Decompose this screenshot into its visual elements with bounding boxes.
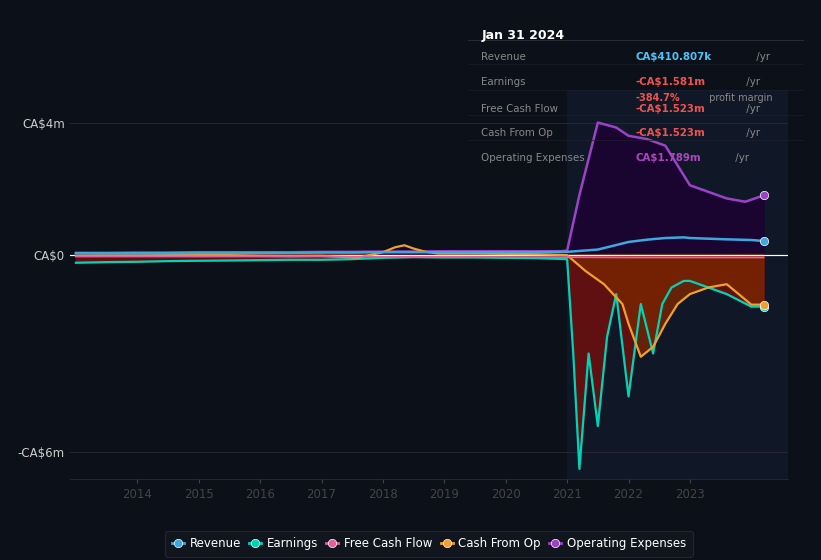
Text: Earnings: Earnings — [481, 77, 526, 87]
Text: /yr: /yr — [732, 153, 749, 163]
Text: Revenue: Revenue — [481, 53, 526, 62]
Text: -CA$1.523m: -CA$1.523m — [635, 104, 705, 114]
Text: -384.7%: -384.7% — [635, 93, 680, 102]
Text: CA$410.807k: CA$410.807k — [635, 53, 712, 62]
Text: /yr: /yr — [743, 128, 759, 138]
Text: CA$1.789m: CA$1.789m — [635, 153, 701, 163]
Text: /yr: /yr — [743, 77, 759, 87]
Text: -CA$1.523m: -CA$1.523m — [635, 128, 705, 138]
Bar — [70, 90, 567, 479]
Text: /yr: /yr — [743, 104, 759, 114]
Text: -CA$1.581m: -CA$1.581m — [635, 77, 705, 87]
Text: Operating Expenses: Operating Expenses — [481, 153, 585, 163]
Text: Free Cash Flow: Free Cash Flow — [481, 104, 558, 114]
Text: /yr: /yr — [754, 53, 770, 62]
Text: Cash From Op: Cash From Op — [481, 128, 553, 138]
Legend: Revenue, Earnings, Free Cash Flow, Cash From Op, Operating Expenses: Revenue, Earnings, Free Cash Flow, Cash … — [165, 530, 693, 557]
Text: Jan 31 2024: Jan 31 2024 — [481, 29, 565, 42]
Bar — [567, 90, 788, 479]
Text: profit margin: profit margin — [706, 93, 773, 102]
